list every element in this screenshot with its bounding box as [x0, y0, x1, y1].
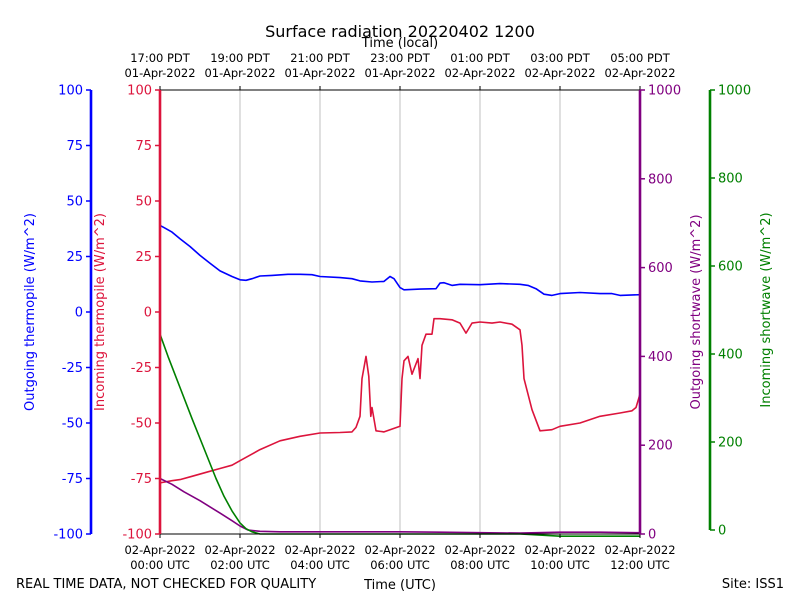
top-tick-date: 01-Apr-2022 — [364, 66, 435, 80]
site-label: Site: ISS1 — [722, 577, 784, 592]
x-tick-date: 02-Apr-2022 — [284, 543, 355, 557]
outgoing-thermopile-tick-label: -100 — [53, 528, 83, 543]
incoming-thermopile-tick-label: -100 — [122, 528, 152, 543]
top-tick-time: 21:00 PDT — [290, 51, 351, 65]
series-line-incoming-thermopile — [159, 317, 641, 484]
incoming-shortwave-tick-label: 400 — [718, 348, 743, 363]
top-tick-date: 02-Apr-2022 — [524, 66, 595, 80]
top-axis-label: Time (local) — [361, 36, 438, 51]
outgoing-thermopile-tick-label: -75 — [62, 472, 83, 487]
top-tick-time: 17:00 PDT — [130, 51, 191, 65]
x-tick-date: 02-Apr-2022 — [124, 543, 195, 557]
outgoing-thermopile-tick-label: -50 — [62, 417, 83, 432]
top-tick-date: 02-Apr-2022 — [444, 66, 515, 80]
top-tick-time: 19:00 PDT — [210, 51, 271, 65]
outgoing-thermopile-axis-label: Outgoing thermopile (W/m^2) — [23, 213, 38, 411]
top-tick-date: 01-Apr-2022 — [124, 66, 195, 80]
incoming-thermopile-tick-label: 100 — [127, 84, 152, 99]
incoming-thermopile-tick-label: 25 — [135, 250, 152, 265]
outgoing-thermopile-tick-label: 0 — [75, 306, 83, 321]
top-tick-date: 01-Apr-2022 — [204, 66, 275, 80]
outgoing-thermopile-tick-label: 100 — [58, 84, 83, 99]
outgoing-shortwave-tick-label: 400 — [648, 350, 673, 365]
outgoing-thermopile-tick-label: -25 — [62, 361, 83, 376]
series-line-outgoing-thermopile — [159, 224, 641, 297]
incoming-shortwave-tick-label: 0 — [718, 524, 726, 539]
top-tick-time: 03:00 PDT — [530, 51, 591, 65]
incoming-thermopile-axis-label: Incoming thermopile (W/m^2) — [93, 213, 108, 411]
incoming-thermopile-tick-label: -50 — [131, 417, 152, 432]
x-tick-time: 00:00 UTC — [130, 558, 190, 572]
incoming-thermopile-tick-label: -25 — [131, 361, 152, 376]
x-tick-date: 02-Apr-2022 — [604, 543, 675, 557]
top-tick-date: 02-Apr-2022 — [604, 66, 675, 80]
outgoing-shortwave-tick-label: 600 — [648, 261, 673, 276]
incoming-shortwave-tick-label: 1000 — [718, 84, 751, 99]
incoming-thermopile-tick-label: -75 — [131, 472, 152, 487]
x-tick-time: 06:00 UTC — [370, 558, 430, 572]
incoming-shortwave-tick-label: 600 — [718, 260, 743, 275]
top-tick-time: 23:00 PDT — [370, 51, 431, 65]
x-tick-time: 10:00 UTC — [530, 558, 590, 572]
x-tick-time: 04:00 UTC — [290, 558, 350, 572]
x-tick-time: 08:00 UTC — [450, 558, 510, 572]
chart-title: Surface radiation 20220402 1200 — [265, 22, 535, 41]
incoming-thermopile-tick-label: 75 — [135, 139, 152, 154]
x-tick-time: 12:00 UTC — [610, 558, 670, 572]
x-tick-date: 02-Apr-2022 — [524, 543, 595, 557]
grid-lines — [239, 90, 561, 534]
top-tick-time: 05:00 PDT — [610, 51, 671, 65]
incoming-shortwave-tick-label: 800 — [718, 172, 743, 187]
quality-note: REAL TIME DATA, NOT CHECKED FOR QUALITY — [16, 577, 316, 592]
x-tick-date: 02-Apr-2022 — [364, 543, 435, 557]
incoming-shortwave-tick-label: 200 — [718, 436, 743, 451]
outgoing-shortwave-tick-label: 1000 — [648, 84, 681, 99]
incoming-thermopile-tick-label: 50 — [135, 195, 152, 210]
outgoing-shortwave-tick-label: 800 — [648, 172, 673, 187]
outgoing-thermopile-tick-label: 25 — [66, 250, 83, 265]
top-tick-time: 01:00 PDT — [450, 51, 511, 65]
incoming-shortwave-axis-label: Incoming shortwave (W/m^2) — [759, 212, 774, 407]
incoming-thermopile-tick-label: 0 — [144, 306, 152, 321]
x-tick-time: 02:00 UTC — [210, 558, 270, 572]
outgoing-shortwave-tick-label: 0 — [648, 528, 656, 543]
series-line-outgoing-shortwave — [159, 477, 641, 534]
outgoing-thermopile-tick-label: 75 — [66, 139, 83, 154]
outgoing-thermopile-tick-label: 50 — [66, 195, 83, 210]
x-axis-label: Time (UTC) — [363, 578, 436, 593]
x-tick-date: 02-Apr-2022 — [204, 543, 275, 557]
outgoing-shortwave-tick-label: 200 — [648, 439, 673, 454]
outgoing-shortwave-axis-label: Outgoing shortwave (W/m^2) — [689, 214, 704, 409]
top-tick-date: 01-Apr-2022 — [284, 66, 355, 80]
x-tick-date: 02-Apr-2022 — [444, 543, 515, 557]
